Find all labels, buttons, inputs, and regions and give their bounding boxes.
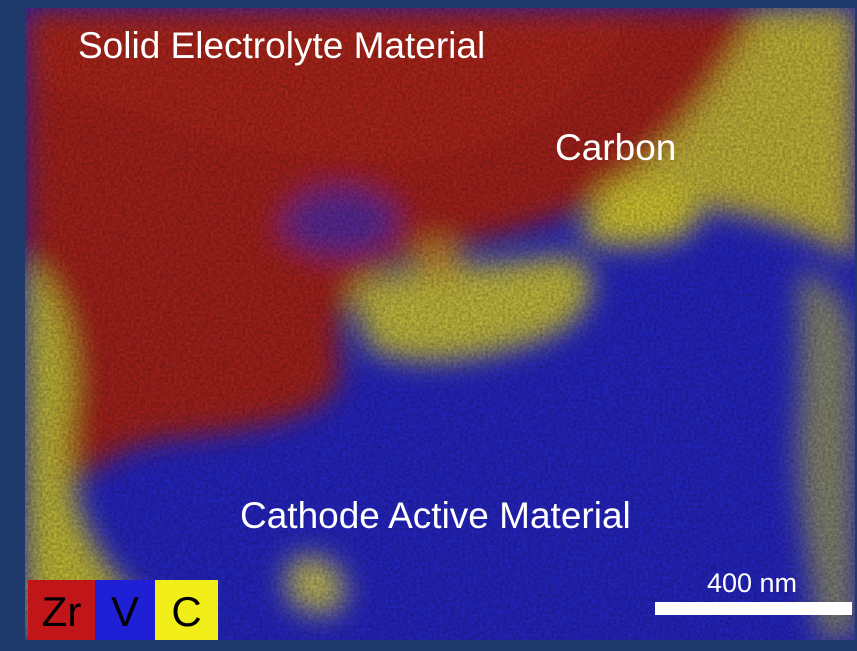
eds-map	[25, 8, 855, 640]
screenshot: Solid Electrolyte Material Carbon Cathod…	[0, 0, 857, 651]
legend-label: C	[171, 588, 201, 635]
region-label: Solid Electrolyte Material	[78, 25, 485, 66]
legend-label: V	[111, 588, 139, 635]
scale-label: 400 nm	[707, 568, 797, 598]
scale-bar	[655, 602, 852, 615]
region-label: Cathode Active Material	[240, 495, 631, 536]
region-label: Carbon	[555, 127, 676, 168]
legend-label: Zr	[42, 588, 82, 635]
